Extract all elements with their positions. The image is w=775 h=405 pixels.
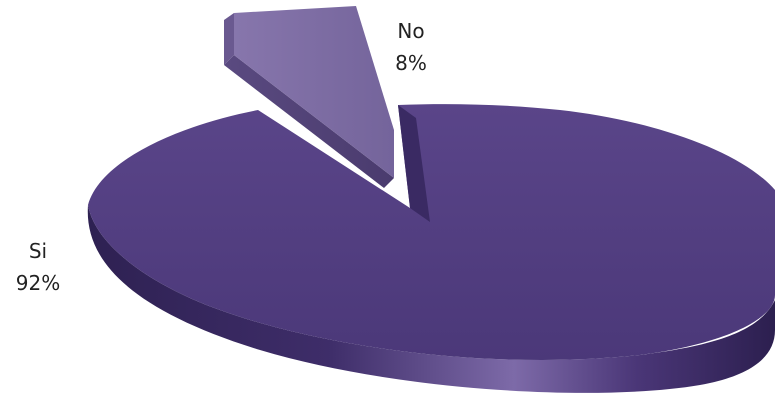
pie-slice-si: [88, 104, 775, 360]
pie-slice-no: [234, 6, 394, 178]
label-no-name: No: [397, 19, 424, 43]
pie-slice-no-group: [224, 6, 394, 188]
pie-slice-si-cut-face: [398, 105, 430, 222]
pie-slice-si-side: [87, 205, 775, 393]
pie-slice-no-side: [224, 55, 394, 188]
pie-slice-si-group: [87, 104, 775, 393]
pie-slice-no-face: [224, 13, 234, 65]
label-si-value: 92%: [16, 271, 60, 295]
label-si-name: Si: [29, 239, 47, 263]
label-no-value: 8%: [395, 51, 427, 75]
